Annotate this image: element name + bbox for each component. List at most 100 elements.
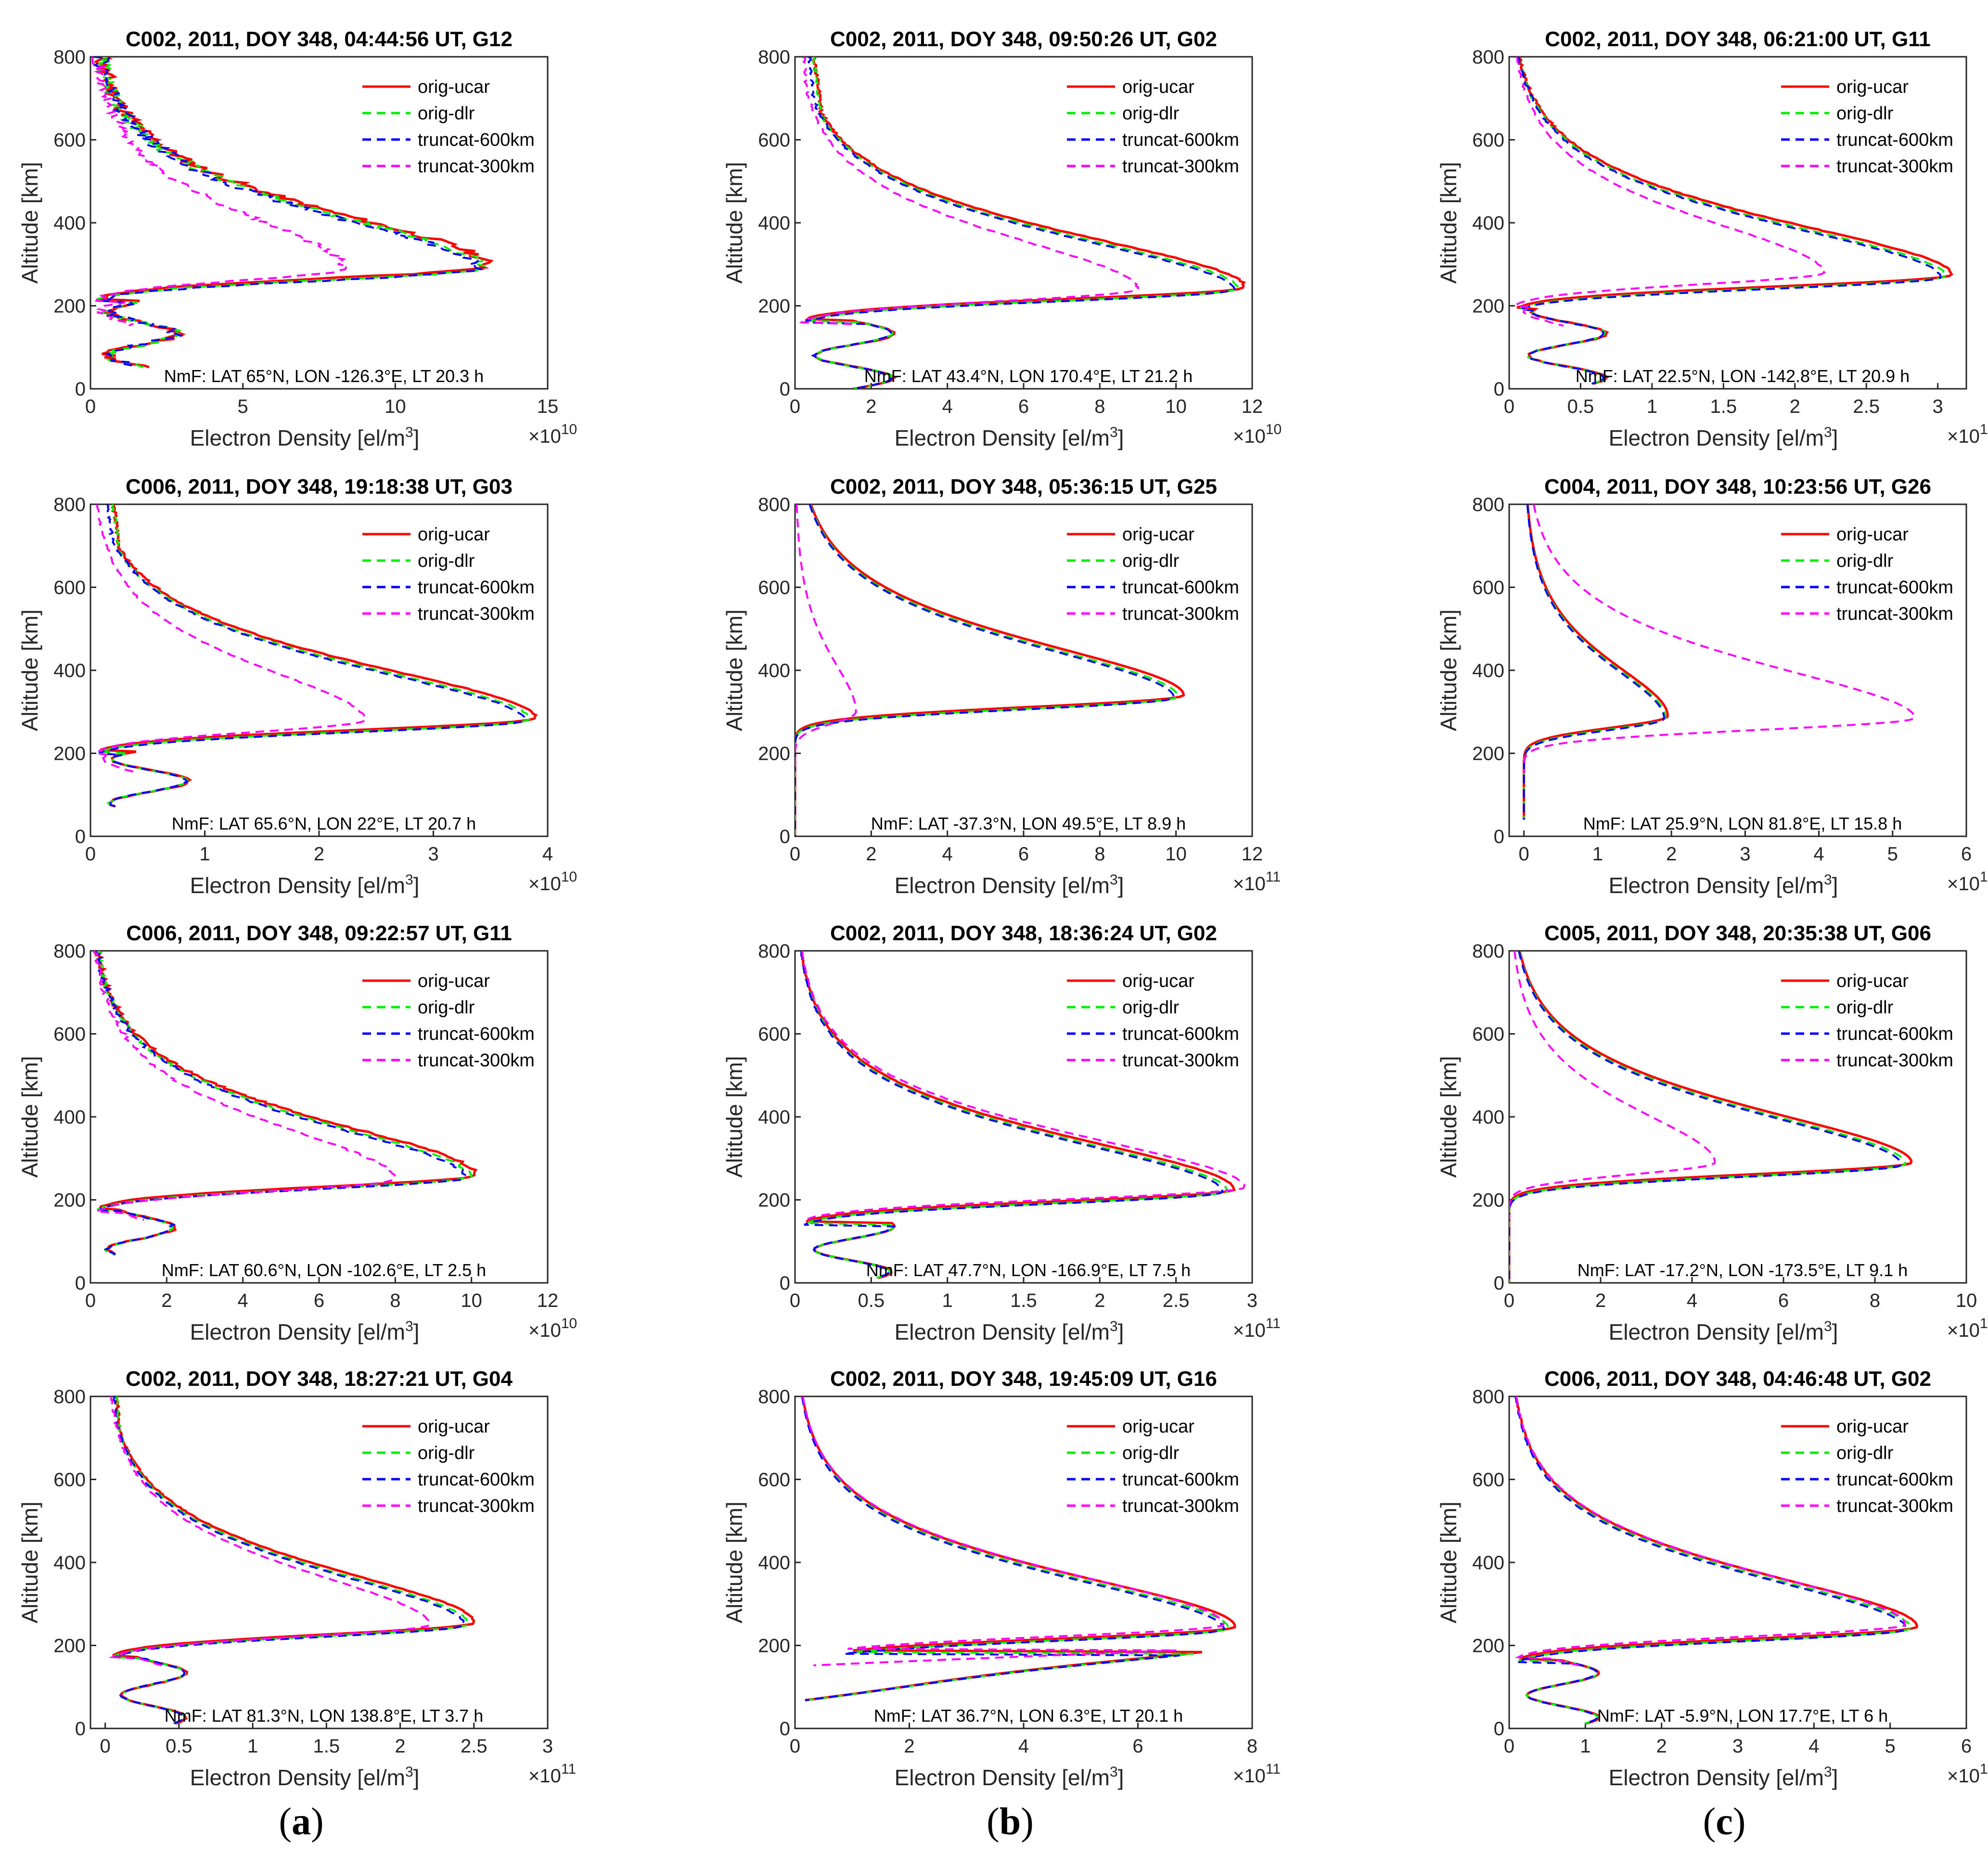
y-tick-label: 400	[758, 1552, 790, 1574]
plot-area	[794, 950, 1253, 1284]
panel-6: C004, 2011, DOY 348, 10:23:56 UT, G26020…	[1436, 475, 1988, 898]
x-axis-label: Electron Density [el/m3]	[1609, 424, 1838, 450]
legend: orig-ucar orig-dlr truncat-600km truncat-30…	[1067, 77, 1239, 177]
panel-title: C002, 2011, DOY 348, 06:21:00 UT, G11	[1545, 27, 1931, 51]
plot-area	[794, 503, 1253, 837]
nmf-note: NmF: LAT -37.3°N, LON 49.5°E, LT 8.9 h	[871, 814, 1186, 833]
legend-item: truncat-600km	[1122, 577, 1239, 598]
x-exponent: ×1011	[1947, 1761, 1988, 1787]
x-tick-label: 0	[790, 1736, 800, 1757]
series-line-orig-ucar	[795, 504, 1185, 836]
y-tick-label: 200	[1472, 743, 1504, 765]
x-tick-label: 12	[1242, 396, 1263, 417]
y-tick-label: 0	[75, 826, 86, 847]
x-tick-label: 15	[537, 396, 559, 417]
x-tick-label: 4	[1813, 844, 1824, 865]
x-tick-label: 3	[542, 1736, 553, 1757]
x-tick-label: 6	[1132, 1736, 1143, 1757]
panel-title: C006, 2011, DOY 348, 09:22:57 UT, G11	[126, 921, 512, 945]
legend: orig-ucar orig-dlr truncat-600km truncat-30…	[1781, 525, 1953, 624]
plot-area	[90, 503, 549, 837]
legend: orig-ucar orig-dlr truncat-600km truncat-30…	[1067, 1417, 1239, 1516]
x-tick-label: 0	[790, 396, 800, 417]
nmf-note: NmF: LAT 22.5°N, LON -142.8°E, LT 20.9 h	[1576, 366, 1910, 386]
legend-item: orig-ucar	[1122, 77, 1194, 97]
series-line-truncat-600km	[1523, 504, 1666, 820]
legend-item: orig-ucar	[418, 77, 490, 97]
legend: orig-ucar orig-dlr truncat-600km truncat-30…	[362, 77, 535, 177]
x-tick-label: 6	[1778, 1290, 1789, 1311]
series-line-truncat-300km	[1514, 1396, 1906, 1666]
plot-area	[1508, 56, 1967, 390]
legend-item: truncat-300km	[1122, 156, 1239, 177]
y-tick-label: 600	[758, 130, 790, 151]
x-tick-label: 1	[942, 1290, 953, 1311]
legend-item: truncat-600km	[418, 577, 535, 598]
x-tick-label: 6	[1961, 844, 1972, 865]
x-axis-label: Electron Density [el/m3]	[190, 1318, 420, 1344]
series-line-orig-ucar	[1509, 951, 1913, 1283]
legend-item: truncat-600km	[418, 130, 535, 150]
x-axis-label: Electron Density [el/m3]	[190, 1764, 420, 1790]
series-line-truncat-300km	[802, 1396, 1225, 1666]
series-line-truncat-600km	[1517, 57, 1942, 385]
x-tick-label: 10	[1956, 1290, 1977, 1311]
legend-item: truncat-600km	[1836, 1024, 1953, 1044]
nmf-note: NmF: LAT 65°N, LON -126.3°E, LT 20.3 h	[164, 366, 484, 386]
legend-item: orig-ucar	[1836, 1417, 1909, 1437]
y-tick-label: 400	[758, 1107, 790, 1128]
series-line-truncat-600km	[98, 504, 526, 807]
y-tick-label: 400	[1472, 213, 1504, 234]
panel-title: C005, 2011, DOY 348, 20:35:38 UT, G06	[1544, 921, 1931, 945]
x-tick-label: 2	[1094, 1290, 1105, 1311]
series-group	[799, 57, 1246, 389]
y-tick-label: 600	[758, 577, 790, 599]
legend-item: truncat-600km	[1836, 1470, 1953, 1490]
series-group	[91, 57, 494, 369]
y-tick-label: 200	[53, 743, 86, 765]
series-group	[1514, 1396, 1918, 1725]
series-line-orig-ucar	[93, 57, 494, 369]
legend-item: truncat-300km	[418, 604, 535, 624]
series-line-orig-dlr	[800, 951, 1229, 1279]
y-tick-label: 200	[758, 296, 790, 317]
y-tick-label: 600	[758, 1470, 790, 1491]
x-tick-label: 2	[395, 1736, 405, 1757]
x-tick-label: 12	[537, 1290, 559, 1311]
series-line-truncat-300km	[1509, 951, 1716, 1220]
y-tick-label: 800	[1472, 47, 1504, 68]
legend-item: truncat-300km	[1122, 1050, 1239, 1071]
panel-title: C006, 2011, DOY 348, 19:18:38 UT, G03	[126, 475, 513, 499]
x-axis-label: Electron Density [el/m3]	[1609, 1318, 1838, 1344]
legend: orig-ucar orig-dlr truncat-600km truncat-30…	[362, 971, 535, 1071]
x-tick-label: 10	[1165, 396, 1187, 417]
x-tick-label: 6	[1018, 844, 1029, 865]
panel-10: C002, 2011, DOY 348, 18:27:21 UT, G04020…	[17, 1367, 576, 1790]
x-tick-label: 0	[85, 1290, 96, 1311]
series-line-truncat-600km	[802, 57, 1235, 389]
y-tick-label: 0	[75, 379, 86, 400]
x-tick-label: 2.5	[1853, 396, 1880, 417]
x-tick-label: 2	[904, 1736, 914, 1757]
y-tick-label: 600	[53, 130, 86, 151]
x-tick-label: 6	[1961, 1736, 1972, 1757]
x-tick-label: 6	[1018, 396, 1029, 417]
x-tick-label: 0	[1519, 844, 1529, 865]
legend-item: truncat-600km	[418, 1024, 535, 1044]
x-exponent: ×1011	[1233, 1761, 1281, 1787]
panel-8: C002, 2011, DOY 348, 18:36:24 UT, G02020…	[722, 921, 1281, 1344]
y-axis-label: Altitude [km]	[17, 162, 42, 283]
series-group	[795, 504, 1185, 836]
legend: orig-ucar orig-dlr truncat-600km truncat-30…	[1781, 971, 1953, 1071]
x-tick-label: 10	[461, 1290, 482, 1311]
y-axis-label: Altitude [km]	[17, 609, 42, 731]
panel-12: C006, 2011, DOY 348, 04:46:48 UT, G02020…	[1436, 1367, 1988, 1790]
legend-item: orig-dlr	[1122, 103, 1180, 124]
x-exponent: ×1010	[528, 869, 577, 895]
plot-area	[1508, 950, 1967, 1284]
y-tick-label: 800	[1472, 494, 1504, 515]
series-group	[1523, 504, 1916, 820]
y-tick-label: 0	[1494, 1273, 1504, 1294]
